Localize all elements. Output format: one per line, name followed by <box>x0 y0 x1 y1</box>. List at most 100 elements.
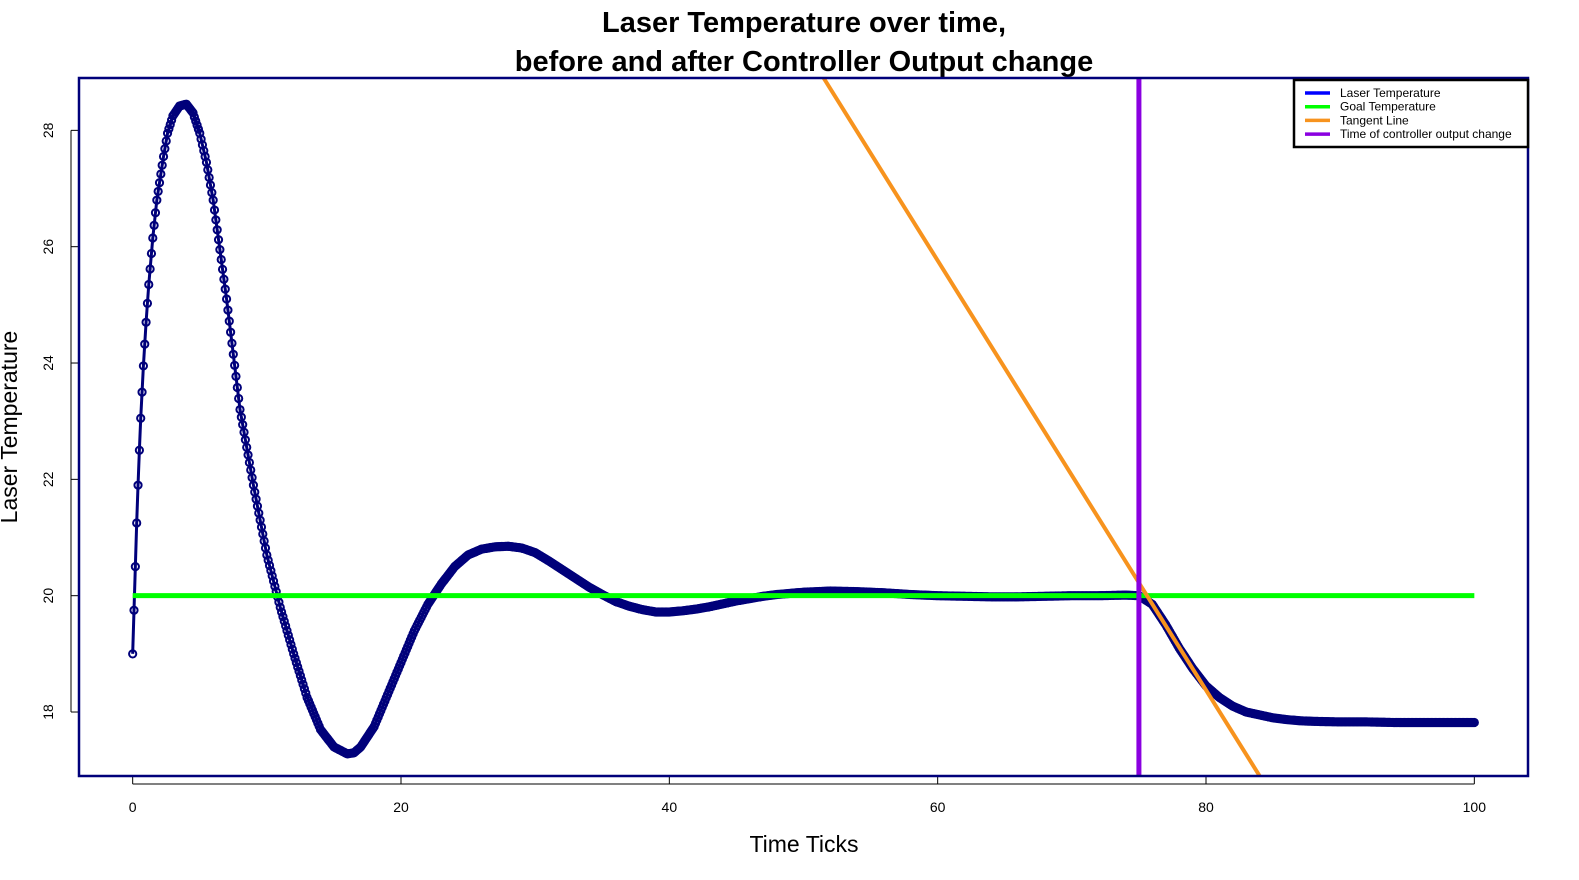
laser-point <box>193 124 204 134</box>
laser-point <box>140 339 150 349</box>
laser-point <box>223 305 233 315</box>
laser-point <box>216 254 226 265</box>
laser-point <box>129 605 139 615</box>
laser-point <box>142 298 153 308</box>
laser-point <box>199 146 209 156</box>
laser-point <box>297 675 307 685</box>
laser-point <box>192 120 202 130</box>
laser-point <box>132 518 142 528</box>
laser-point <box>196 134 206 144</box>
laser-point <box>301 688 311 698</box>
laser-point <box>208 195 218 205</box>
series-laser-temperature-line <box>131 102 1475 756</box>
laser-point <box>232 382 242 393</box>
x-axis-label: Time Ticks <box>749 831 858 857</box>
laser-point <box>220 284 230 294</box>
x-tick-label-4: 80 <box>1198 799 1214 815</box>
x-tick-label-0: 0 <box>129 799 137 815</box>
laser-point <box>298 679 308 689</box>
y-tick-label-3: 24 <box>40 355 56 371</box>
laser-point <box>162 128 173 138</box>
laser-point <box>153 186 163 197</box>
laser-point <box>231 371 241 381</box>
laser-point <box>281 621 291 631</box>
laser-point <box>226 327 236 337</box>
laser-point <box>263 555 273 565</box>
laser-point <box>134 445 144 455</box>
laser-point <box>154 178 165 188</box>
legend-label-3: Time of controller output change <box>1340 127 1512 141</box>
laser-point <box>217 264 228 274</box>
laser-point <box>219 274 229 284</box>
y-tick-label-5: 28 <box>40 122 56 138</box>
laser-point <box>133 480 143 490</box>
y-axis: 18 20 22 24 26 28 <box>40 122 79 720</box>
laser-point <box>137 387 147 397</box>
laser-point <box>221 294 232 304</box>
laser-point <box>145 264 155 274</box>
laser-point <box>211 215 221 225</box>
laser-point <box>144 279 154 290</box>
chart-title-line1: Laser Temperature over time, <box>602 7 1006 39</box>
laser-point <box>234 393 244 404</box>
laser-point <box>1469 717 1479 728</box>
x-tick-label-5: 100 <box>1463 799 1487 815</box>
laser-point <box>294 666 304 676</box>
laser-point <box>197 140 208 150</box>
laser-point <box>224 316 234 326</box>
laser-point <box>148 233 158 243</box>
laser-point <box>188 108 198 118</box>
series-tangent-line <box>821 78 1262 776</box>
legend-box <box>1292 78 1530 149</box>
laser-point <box>146 248 157 259</box>
plot-frame <box>77 76 1530 778</box>
laser-point <box>141 317 151 327</box>
laser-point <box>283 630 293 640</box>
laser-point <box>209 205 220 215</box>
laser-point <box>268 576 279 586</box>
laser-point <box>274 597 284 607</box>
laser-point <box>195 128 205 138</box>
x-tick-label-2: 40 <box>662 799 678 815</box>
laser-point <box>150 208 161 218</box>
laser-point <box>152 195 162 205</box>
laser-point <box>230 360 240 370</box>
laser-point <box>213 235 224 245</box>
chart-title-line2: before and after Controller Output chang… <box>515 46 1093 78</box>
laser-point <box>227 338 237 348</box>
laser-point <box>128 649 138 659</box>
series-laser-temperature-points <box>128 99 1479 759</box>
laser-point <box>289 649 299 659</box>
laser-point <box>275 602 285 612</box>
laser-point <box>287 644 297 654</box>
laser-point <box>285 635 295 645</box>
laser-point <box>299 684 309 694</box>
y-tick-label-4: 26 <box>40 239 56 255</box>
laser-point <box>282 625 292 636</box>
laser-point <box>286 639 296 650</box>
laser-point <box>156 169 166 179</box>
laser-point <box>212 225 222 235</box>
laser-point <box>266 566 276 576</box>
laser-point <box>279 616 289 626</box>
y-tick-label-0: 18 <box>40 704 56 720</box>
laser-point <box>149 220 159 230</box>
laser-point <box>200 151 210 162</box>
laser-point <box>157 160 167 170</box>
x-tick-label-1: 20 <box>393 799 409 815</box>
laser-point <box>165 119 175 130</box>
laser-point <box>130 562 140 572</box>
y-tick-label-2: 22 <box>40 471 56 487</box>
legend-label-2: Tangent Line <box>1340 113 1409 127</box>
laser-point <box>164 124 174 134</box>
laser-point <box>276 607 287 617</box>
laser-point <box>293 662 303 672</box>
laser-point <box>295 671 305 681</box>
y-axis-label: Laser Temperature <box>0 331 22 524</box>
laser-point <box>278 612 288 622</box>
laser-point <box>191 116 201 126</box>
legend-label-0: Laser Temperature <box>1340 86 1441 100</box>
laser-point <box>262 550 272 560</box>
